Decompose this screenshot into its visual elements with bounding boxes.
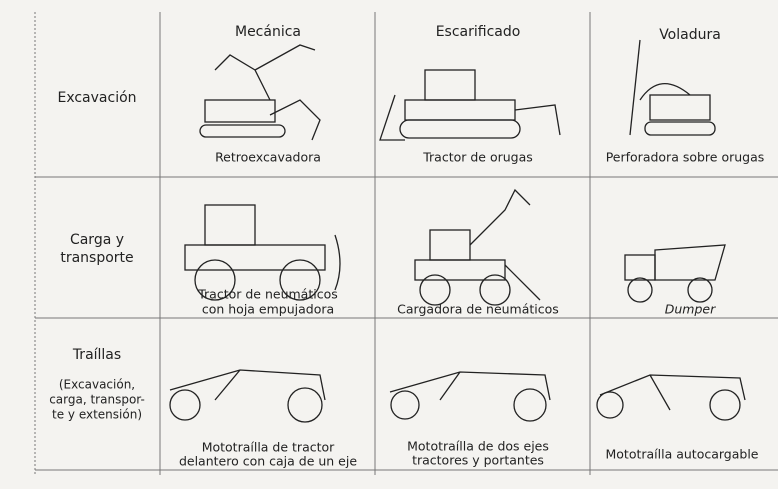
caption: Dumper bbox=[665, 302, 716, 317]
caption: con hoja empujadora bbox=[202, 302, 334, 317]
caption: Retroexcavadora bbox=[215, 150, 321, 165]
row-note: carga, transpor- bbox=[49, 393, 145, 407]
crawler-tractor-drawing bbox=[379, 69, 561, 141]
row-label: Carga y bbox=[70, 232, 124, 248]
caption: Mototraílla autocargable bbox=[605, 447, 758, 462]
column-header: Mecánica bbox=[235, 24, 301, 40]
scraper-2-drawing bbox=[389, 371, 551, 422]
machine-drawings bbox=[169, 39, 746, 423]
table-grid bbox=[34, 12, 778, 475]
caption: tractores y portantes bbox=[412, 453, 544, 468]
caption: Mototraílla de dos ejes bbox=[407, 439, 549, 454]
backhoe-drawing bbox=[199, 44, 321, 141]
scraper-1-drawing bbox=[169, 369, 326, 423]
caption: Tractor de orugas bbox=[422, 150, 533, 165]
wheel-dozer-drawing bbox=[184, 204, 341, 301]
row-label: transporte bbox=[60, 250, 133, 266]
caption: Tractor de neumáticos bbox=[197, 287, 338, 302]
scraper-3-drawing bbox=[596, 374, 746, 421]
column-header: Escarificado bbox=[436, 24, 521, 40]
drill-rig-drawing bbox=[629, 39, 716, 136]
caption: Mototraílla de tractor bbox=[202, 440, 335, 455]
dump-truck-drawing bbox=[624, 244, 726, 303]
caption: Cargadora de neumáticos bbox=[397, 302, 559, 317]
row-label: Traíllas bbox=[72, 347, 121, 363]
row-note: te y extensión) bbox=[52, 408, 142, 422]
column-header: Voladura bbox=[659, 27, 721, 43]
row-note: (Excavación, bbox=[59, 378, 135, 392]
wheel-loader-drawing bbox=[414, 188, 541, 306]
caption: Perforadora sobre orugas bbox=[606, 150, 765, 165]
row-label: Excavación bbox=[57, 90, 136, 106]
caption: delantero con caja de un eje bbox=[179, 454, 357, 469]
